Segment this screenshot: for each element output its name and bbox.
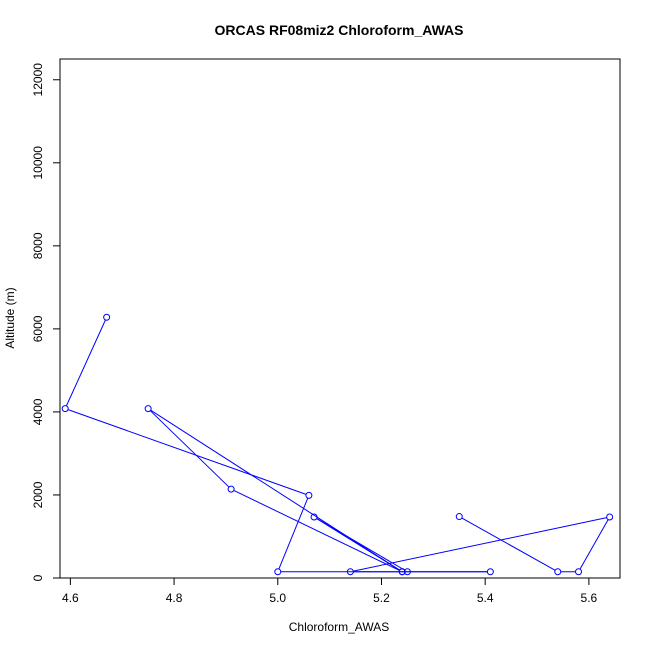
series-group xyxy=(61,313,614,576)
x-tick-label: 5.0 xyxy=(269,591,286,605)
series-line-segment xyxy=(65,319,106,407)
y-axis: 0 2000 4000 6000 8000 10000 12000 xyxy=(31,63,60,581)
x-tick-label: 5.6 xyxy=(581,591,598,605)
x-tick-label: 5.4 xyxy=(477,591,494,605)
chart-title: ORCAS RF08miz2 Chloroform_AWAS xyxy=(215,22,464,38)
plot-frame xyxy=(59,58,621,579)
data-point xyxy=(398,568,406,576)
series-line-segment xyxy=(579,519,609,570)
data-point xyxy=(274,568,282,576)
y-tick-label: 0 xyxy=(31,574,45,581)
x-tick-label: 4.8 xyxy=(166,591,183,605)
x-axis: 4.6 4.8 5.0 5.2 5.4 5.6 xyxy=(62,578,598,605)
data-point xyxy=(61,405,69,413)
y-tick-label: 6000 xyxy=(31,315,45,342)
data-point xyxy=(554,568,562,576)
series-line-segment xyxy=(278,497,309,570)
series-line-segment xyxy=(233,490,400,571)
x-tick-label: 5.2 xyxy=(373,591,390,605)
x-axis-label: Chloroform_AWAS xyxy=(289,620,389,634)
series-line-segment xyxy=(149,410,230,488)
series-line-segment xyxy=(67,409,307,495)
y-tick-label: 10000 xyxy=(31,146,45,180)
data-point xyxy=(310,513,318,521)
y-axis-label: Altitude (m) xyxy=(3,287,17,348)
series-line-segment xyxy=(353,517,607,572)
data-point xyxy=(103,313,111,321)
series-line-segment xyxy=(461,517,556,571)
data-point xyxy=(403,568,411,576)
data-point xyxy=(144,405,152,413)
data-point xyxy=(486,568,494,576)
data-point xyxy=(346,568,354,576)
y-tick-label: 2000 xyxy=(31,481,45,508)
data-point xyxy=(455,513,463,521)
data-point xyxy=(606,513,614,521)
series-line-segment xyxy=(316,518,406,571)
y-tick-label: 12000 xyxy=(31,63,45,97)
data-point xyxy=(227,485,235,493)
data-point xyxy=(575,568,583,576)
x-tick-label: 4.6 xyxy=(62,591,79,605)
data-point xyxy=(305,491,313,499)
y-tick-label: 8000 xyxy=(31,232,45,259)
series-line-segment xyxy=(150,409,400,571)
y-tick-label: 4000 xyxy=(31,398,45,425)
